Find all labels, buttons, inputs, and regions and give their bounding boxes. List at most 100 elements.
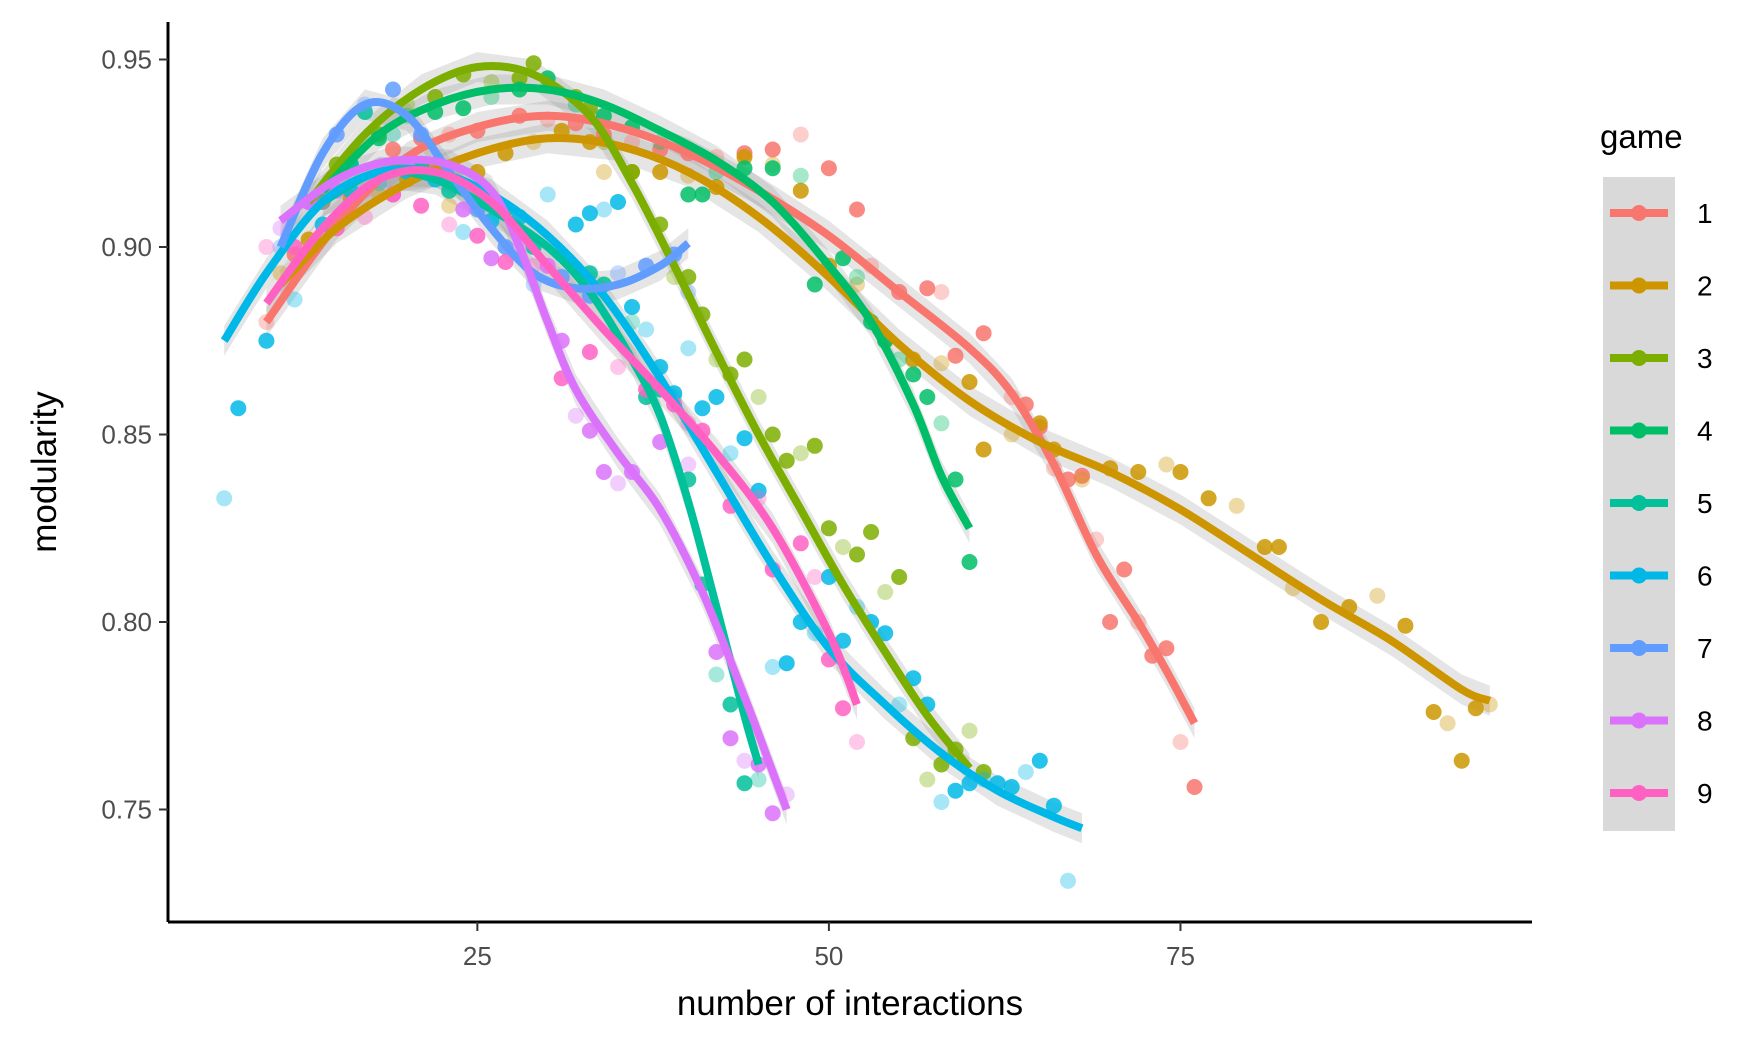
series-6-point (947, 782, 964, 799)
series-9-point (610, 359, 626, 375)
series-8-point (722, 730, 739, 747)
series-4-band (322, 74, 970, 544)
series-4-point (792, 167, 809, 184)
series-6-point (1031, 752, 1048, 769)
series-8-point (708, 644, 725, 660)
series-6-point (1017, 764, 1034, 780)
series-5-point (750, 771, 767, 788)
series-6-point (1003, 779, 1020, 795)
y-tick-label: 0.95 (101, 45, 152, 75)
series-3-point (792, 445, 809, 462)
series-2-point (1439, 715, 1456, 732)
series-2-point (1200, 490, 1217, 507)
series-1-point (1102, 614, 1119, 630)
series-1-point (849, 201, 865, 218)
series-6-point (539, 186, 556, 203)
series-6-point (581, 205, 598, 222)
series-6-point (258, 332, 275, 349)
legend: game 1 2 3 4 5 6 7 8 9 (1600, 118, 1713, 831)
series-8-point (483, 250, 500, 267)
series-2-point (792, 182, 809, 199)
series-6-point (567, 216, 584, 233)
series-2-point (1270, 539, 1287, 555)
series-7-line (276, 98, 691, 293)
series-2-point (975, 441, 992, 458)
series-8-point (595, 464, 612, 480)
series-2-point (1074, 471, 1090, 488)
series-1-line (263, 111, 1199, 726)
series-1-point (975, 325, 992, 342)
series-1-point (1172, 734, 1189, 750)
series-3-point (806, 437, 823, 454)
series-2-point (441, 197, 458, 214)
series-3-point (820, 520, 837, 537)
series-8-point (455, 201, 472, 218)
series-6-point (1060, 872, 1076, 889)
y-ticks: 0.75 0.80 0.85 0.90 0.95 (101, 45, 168, 825)
series-6-point (694, 400, 711, 417)
series-6-point (624, 299, 640, 315)
legend-key-7-point (1631, 640, 1647, 656)
series-6-point (750, 482, 767, 499)
x-tick-label: 75 (1166, 941, 1195, 971)
series-2-point (652, 164, 669, 180)
series-1-point (1158, 640, 1175, 657)
series-7-point (385, 81, 401, 98)
legend-label-8: 8 (1697, 706, 1713, 737)
series-2-line (277, 133, 1492, 705)
legend-label-6: 6 (1697, 561, 1713, 592)
series-2-point (1130, 464, 1147, 480)
series-2-point (1228, 497, 1245, 514)
series-1-point (947, 347, 964, 364)
series-9-point (849, 734, 865, 750)
series-1-point (1074, 467, 1090, 484)
series-4-point (680, 186, 697, 203)
series-3-point (863, 524, 880, 540)
series-2-point (961, 374, 978, 390)
series-8-point (764, 805, 781, 822)
series-6-point (933, 794, 950, 810)
series-6-line (220, 164, 1084, 832)
series-7-point (610, 265, 626, 282)
series-9-point (581, 344, 598, 360)
x-tick-label: 25 (463, 941, 492, 971)
x-ticks: 25 50 75 (463, 922, 1195, 971)
series-3-point (849, 546, 865, 563)
series-3-line (305, 61, 973, 771)
series-1-point (1186, 779, 1203, 795)
series-6-point (708, 389, 725, 405)
series-1-point (385, 141, 401, 158)
legend-key-3-point (1631, 350, 1647, 366)
series-6-point (680, 340, 697, 357)
series-1-point (919, 280, 936, 297)
series-6-point (610, 194, 626, 210)
y-tick-label: 0.85 (101, 420, 152, 450)
series-3-point (764, 426, 781, 443)
legend-label-5: 5 (1697, 488, 1713, 519)
series-1-point (820, 160, 837, 177)
series-3-point (736, 351, 753, 368)
legend-label-4: 4 (1697, 416, 1713, 447)
series-3-point (877, 584, 894, 600)
series-4-point (455, 100, 472, 117)
series-6-point (764, 659, 781, 675)
series-3-point (778, 452, 795, 469)
legend-label-2: 2 (1697, 271, 1713, 302)
series-9-point (413, 197, 430, 214)
series-2-point (1397, 617, 1414, 634)
series-6-band (224, 157, 1082, 844)
x-tick-label: 50 (814, 941, 843, 971)
series-5-point (736, 775, 753, 792)
series-6-point (286, 291, 303, 308)
legend-key-5-point (1631, 495, 1647, 511)
series-4-point (933, 415, 950, 432)
series-9-line (263, 166, 861, 706)
y-tick-label: 0.80 (101, 607, 152, 637)
series-4-point (919, 389, 936, 405)
series-9-point (806, 569, 823, 585)
series-4-point (905, 366, 922, 383)
legend-label-1: 1 (1697, 198, 1713, 229)
series-4-point (849, 269, 865, 285)
series-3-point (835, 539, 851, 555)
x-axis-title: number of interactions (677, 984, 1023, 1023)
